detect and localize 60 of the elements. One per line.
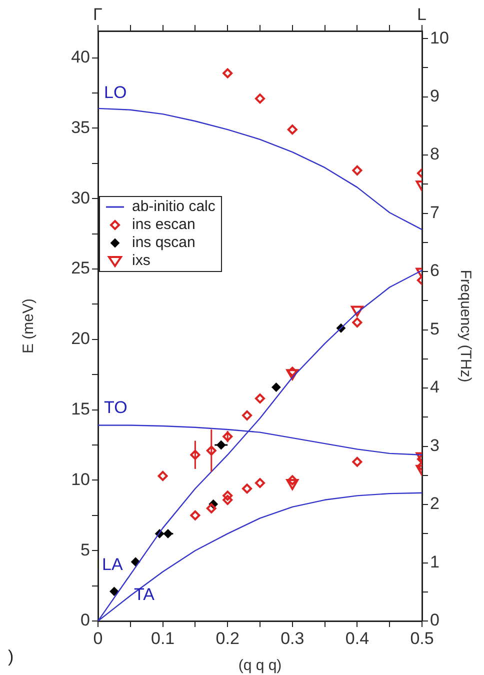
point: [255, 94, 265, 104]
point: [352, 317, 362, 328]
point: [222, 432, 233, 442]
y2-tick-label: 2: [430, 494, 440, 514]
y-tick-label: 5: [80, 540, 90, 560]
point: [242, 410, 252, 420]
annotation: LO: [104, 83, 127, 102]
y-tick-label: 30: [71, 188, 90, 208]
text: ): [8, 647, 14, 666]
point: [190, 450, 200, 460]
annotation: TO: [104, 398, 128, 417]
x-tick-label: 0.3: [280, 628, 304, 648]
legend-label: ixs: [132, 252, 150, 270]
text: Γ: [93, 5, 102, 24]
y2-tick-label: 1: [430, 552, 440, 572]
x-tick-label: 0.2: [216, 628, 240, 648]
y2-tick-label: 6: [430, 261, 440, 280]
point: [206, 446, 216, 456]
y-axis-title: E (meV): [20, 298, 38, 354]
annotation: TA: [134, 585, 154, 604]
y2-tick-label: 7: [430, 202, 440, 222]
y2-tick-label: 10: [430, 28, 449, 48]
point: [158, 470, 168, 481]
y2-tick-label: 0: [430, 610, 440, 630]
point: [272, 382, 281, 392]
y2-tick-label: 5: [430, 319, 440, 338]
point: [222, 68, 233, 78]
x-tick-label: 0: [93, 628, 103, 648]
annotation: LA: [102, 555, 123, 574]
x-axis-title: (q q q): [238, 657, 282, 674]
point: [255, 478, 265, 488]
y2-tick-label: 8: [430, 144, 440, 164]
point: [287, 124, 298, 135]
point: [110, 586, 119, 596]
point: [255, 394, 265, 404]
y-tick-label: 15: [71, 399, 90, 418]
y-tick-label: 25: [71, 258, 90, 278]
point: [352, 165, 362, 176]
x-tick-label: 0.5: [410, 628, 434, 648]
point: [206, 503, 216, 514]
y-tick-label: 0: [80, 610, 90, 630]
y2-tick-label: 4: [430, 378, 440, 397]
text: L: [417, 5, 426, 24]
y-tick-label: 35: [71, 118, 90, 137]
y2-tick-label: 3: [430, 436, 440, 455]
point: [190, 510, 200, 520]
legend-label: ins escan: [132, 216, 196, 234]
y-tick-label: 40: [71, 47, 90, 66]
legend-label: ins qscan: [132, 234, 196, 252]
point: [222, 490, 233, 501]
point: [242, 484, 252, 494]
x-tick-label: 0.4: [345, 628, 370, 648]
point: [352, 456, 362, 467]
x-tick-label: 0.1: [150, 628, 175, 648]
y-tick-label: 20: [71, 329, 90, 348]
point: [222, 494, 233, 505]
y2-axis-title: Frequency (THz): [456, 270, 474, 382]
y2-tick-label: 9: [430, 86, 440, 106]
y-tick-label: 10: [71, 470, 90, 489]
legend-label: ab-initio calc: [132, 198, 216, 216]
